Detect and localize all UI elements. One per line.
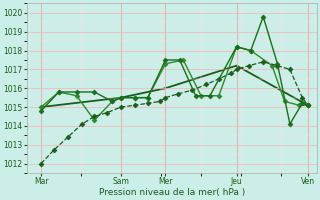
X-axis label: Pression niveau de la mer( hPa ): Pression niveau de la mer( hPa ) — [99, 188, 245, 197]
